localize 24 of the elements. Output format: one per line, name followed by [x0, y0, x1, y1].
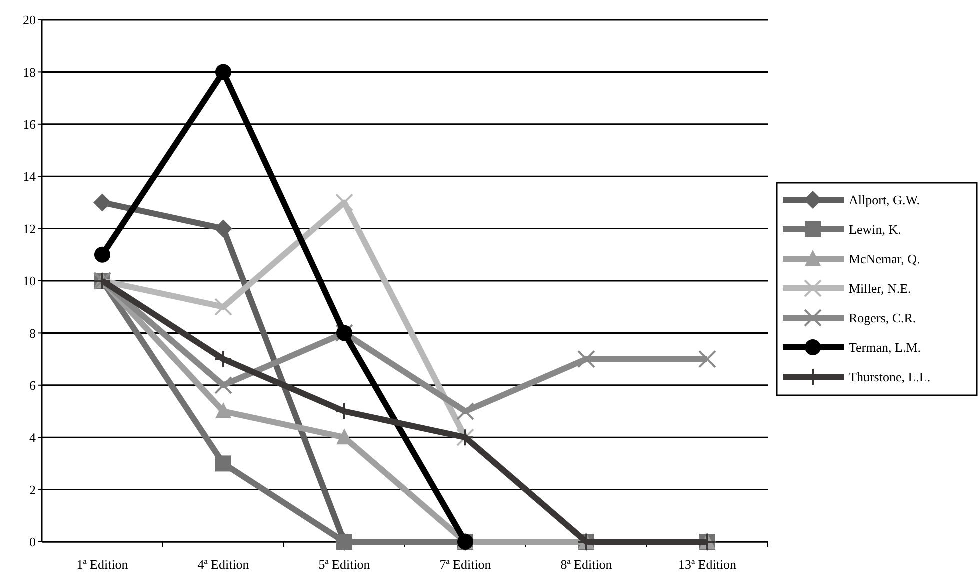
y-tick-label: 10 — [23, 274, 36, 289]
y-tick-label: 4 — [30, 430, 36, 446]
y-tick-label: 20 — [23, 12, 36, 28]
y-tick-label: 6 — [30, 378, 36, 393]
legend-label: McNemar, Q. — [849, 252, 920, 267]
x-tick-label: 4ª Edition — [198, 557, 250, 572]
legend-label: Lewin, K. — [849, 222, 902, 238]
legend-label: Allport, G.W. — [849, 192, 920, 208]
y-tick-label: 16 — [23, 116, 36, 132]
legend-label: Miller, N.E. — [849, 281, 912, 296]
y-tick-label: 18 — [23, 64, 36, 80]
legend-label: Rogers, C.R. — [849, 310, 916, 326]
y-tick-label: 2 — [30, 482, 36, 498]
y-tick-label: 12 — [23, 221, 36, 236]
x-tick-label: 5ª Edition — [318, 557, 371, 572]
legend-label: Thurstone, L.L. — [849, 370, 931, 385]
x-tick-label: 7ª Edition — [440, 557, 492, 572]
y-tick-label: 14 — [23, 169, 36, 184]
y-tick-label: 8 — [30, 326, 36, 341]
y-tick-label: 0 — [30, 534, 36, 550]
legend-label: Terman, L.M. — [849, 340, 922, 356]
x-tick-label: 13ª Edition — [678, 557, 738, 572]
x-tick-label: 8ª Edition — [560, 557, 613, 572]
x-tick-label: 1ª Edition — [76, 557, 129, 572]
